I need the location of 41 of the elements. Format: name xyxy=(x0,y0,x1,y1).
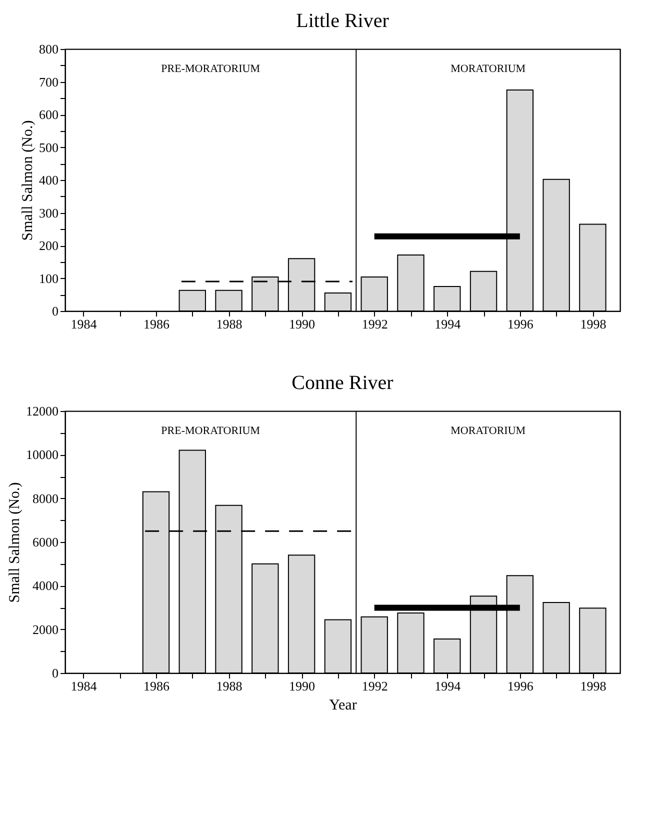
x-tick-label: 1984 xyxy=(70,316,98,332)
x-axis-title: Year xyxy=(329,698,357,714)
x-tick-label: 1988 xyxy=(216,316,242,332)
x-tick-label: 1994 xyxy=(434,316,462,332)
y-tick-label: 400 xyxy=(39,172,58,188)
y-tick-label: 12000 xyxy=(26,404,58,418)
y-tick-label: 300 xyxy=(39,205,58,220)
x-tick-label: 1996 xyxy=(507,316,534,332)
y-tick-label: 10000 xyxy=(26,447,58,462)
y-tick-label: 2000 xyxy=(32,622,58,637)
y-tick-label: 6000 xyxy=(32,534,58,550)
y-tick-label: 0 xyxy=(52,666,58,680)
annotation: PRE-MORATORIUM xyxy=(161,425,260,437)
x-tick-label: 1998 xyxy=(580,316,606,332)
y-tick-label: 700 xyxy=(39,74,58,90)
x-tick-label: 1986 xyxy=(143,678,170,694)
y-tick-label: 8000 xyxy=(32,490,58,506)
x-tick-label: 1988 xyxy=(216,678,242,694)
y-tick-label: 4000 xyxy=(32,578,58,594)
y-tick-label: 600 xyxy=(39,107,58,122)
x-tick-label: 1994 xyxy=(434,678,462,694)
x-tick-label: 1990 xyxy=(289,316,316,332)
chart-title: Little River xyxy=(296,10,390,32)
chart-title: Conne River xyxy=(292,372,394,394)
x-tick-label: 1992 xyxy=(362,316,388,332)
y-tick-label: 0 xyxy=(52,304,58,318)
x-tick-label: 1986 xyxy=(143,316,170,332)
x-tick-label: 1996 xyxy=(507,678,534,694)
annotation: PRE-MORATORIUM xyxy=(161,63,260,75)
x-tick-label: 1990 xyxy=(289,678,316,694)
annotation: MORATORIUM xyxy=(450,425,526,437)
y-tick-label: 200 xyxy=(39,238,58,253)
y-axis-title: Small Salmon (No.) xyxy=(7,482,23,603)
x-tick-label: 1984 xyxy=(70,678,98,694)
x-tick-label: 1992 xyxy=(362,678,388,694)
y-tick-label: 500 xyxy=(39,140,58,155)
annotation: MORATORIUM xyxy=(450,63,526,75)
y-tick-label: 100 xyxy=(39,270,58,286)
x-tick-label: 1998 xyxy=(580,678,606,694)
y-axis-title: Small Salmon (No.) xyxy=(20,120,36,241)
y-tick-label: 800 xyxy=(39,42,58,56)
